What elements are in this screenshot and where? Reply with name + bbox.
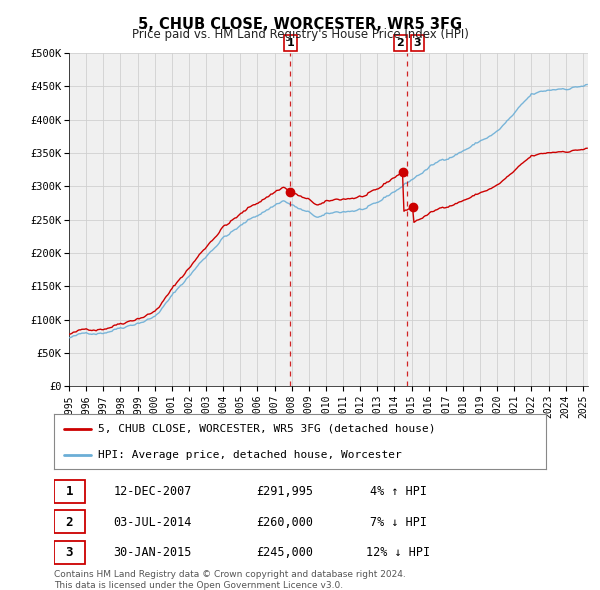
Text: 1: 1 [286, 38, 294, 48]
Text: This data is licensed under the Open Government Licence v3.0.: This data is licensed under the Open Gov… [54, 581, 343, 589]
Text: 03-JUL-2014: 03-JUL-2014 [113, 516, 191, 529]
Text: £291,995: £291,995 [257, 485, 314, 498]
Text: 5, CHUB CLOSE, WORCESTER, WR5 3FG: 5, CHUB CLOSE, WORCESTER, WR5 3FG [138, 17, 462, 31]
Text: £245,000: £245,000 [257, 546, 314, 559]
Text: 12-DEC-2007: 12-DEC-2007 [113, 485, 191, 498]
Text: 2: 2 [65, 516, 73, 529]
Text: HPI: Average price, detached house, Worcester: HPI: Average price, detached house, Worc… [98, 450, 402, 460]
Text: 3: 3 [413, 38, 421, 48]
Text: 5, CHUB CLOSE, WORCESTER, WR5 3FG (detached house): 5, CHUB CLOSE, WORCESTER, WR5 3FG (detac… [98, 424, 436, 434]
Text: 2: 2 [397, 38, 404, 48]
Text: 7% ↓ HPI: 7% ↓ HPI [370, 516, 427, 529]
Text: £260,000: £260,000 [257, 516, 314, 529]
Text: 12% ↓ HPI: 12% ↓ HPI [367, 546, 430, 559]
Text: Price paid vs. HM Land Registry's House Price Index (HPI): Price paid vs. HM Land Registry's House … [131, 28, 469, 41]
FancyBboxPatch shape [54, 541, 85, 564]
Text: 4% ↑ HPI: 4% ↑ HPI [370, 485, 427, 498]
FancyBboxPatch shape [54, 510, 85, 533]
Text: 1: 1 [65, 485, 73, 498]
FancyBboxPatch shape [54, 480, 85, 503]
Text: 30-JAN-2015: 30-JAN-2015 [113, 546, 191, 559]
Text: Contains HM Land Registry data © Crown copyright and database right 2024.: Contains HM Land Registry data © Crown c… [54, 570, 406, 579]
Text: 3: 3 [65, 546, 73, 559]
